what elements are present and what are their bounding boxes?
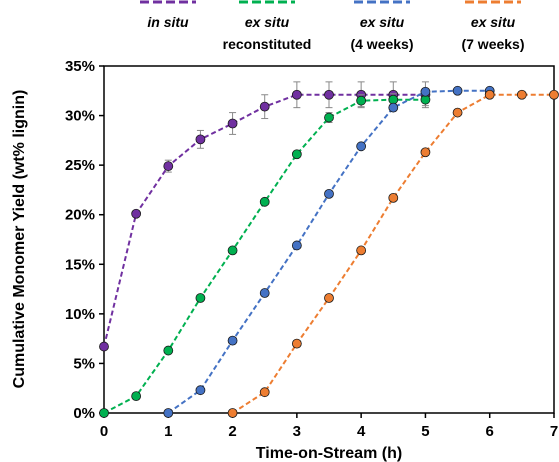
series-group — [99, 81, 559, 418]
legend-label-line2: (7 weeks) — [461, 36, 524, 52]
y-tick-label: 15% — [65, 256, 95, 273]
series-line — [103, 98, 426, 414]
data-point — [356, 95, 367, 106]
data-point — [516, 89, 527, 100]
series-2 — [163, 85, 495, 418]
y-tick-label: 5% — [73, 355, 95, 372]
legend-item-1: ex situ reconstituted — [223, 0, 312, 52]
data-point — [291, 240, 302, 251]
plot-frame — [103, 65, 555, 414]
y-tick-label: 20% — [65, 207, 95, 224]
data-point — [356, 245, 367, 256]
data-point — [163, 161, 174, 172]
x-tick-label: 0 — [100, 423, 108, 440]
data-point — [324, 89, 334, 100]
data-point — [131, 391, 142, 402]
data-point — [259, 387, 270, 398]
legend-label-line2: (4 weeks) — [350, 36, 413, 52]
data-point — [227, 118, 238, 129]
y-tick-label: 0% — [73, 405, 95, 422]
data-point — [259, 196, 270, 207]
legend-label: ex situ — [471, 14, 516, 30]
series-line — [103, 93, 426, 347]
y-axis: 0% 5% 10% 15% 20% 25% 30% 35% — [65, 58, 104, 422]
x-tick-label: 7 — [550, 423, 558, 440]
data-point — [99, 341, 109, 352]
data-point — [549, 89, 559, 100]
series-3 — [227, 89, 559, 418]
legend-label: ex situ — [245, 14, 290, 30]
x-tick-label: 3 — [293, 423, 301, 440]
x-tick-label: 5 — [421, 423, 429, 440]
legend-item-0: in situ — [140, 0, 196, 30]
y-axis-title: Cumulative Monomer Yield (wt% lignin) — [11, 90, 28, 389]
legend-label: ex situ — [360, 14, 405, 30]
data-point — [163, 345, 174, 356]
x-tick-label: 6 — [486, 423, 494, 440]
data-point — [388, 102, 399, 113]
data-point — [291, 89, 302, 100]
x-tick-label: 1 — [164, 423, 172, 440]
data-point — [291, 149, 302, 160]
data-point — [291, 338, 302, 349]
data-point — [99, 408, 109, 418]
legend-item-2: ex situ (4 weeks) — [350, 0, 414, 52]
data-point — [420, 147, 431, 158]
data-point — [259, 288, 270, 298]
data-point — [388, 192, 399, 203]
data-point — [452, 85, 463, 96]
data-point — [195, 385, 206, 396]
x-axis-title: Time-on-Stream (h) — [256, 445, 402, 462]
series-line — [232, 93, 554, 414]
data-point — [324, 112, 334, 123]
data-point — [356, 141, 367, 152]
data-point — [227, 245, 238, 256]
data-point — [324, 293, 334, 303]
y-tick-label: 30% — [65, 108, 95, 125]
legend-label: in situ — [147, 14, 189, 30]
data-point — [227, 335, 238, 346]
series-1 — [99, 93, 431, 418]
data-point — [420, 86, 431, 97]
y-tick-label: 25% — [65, 157, 95, 174]
y-tick-label: 35% — [65, 58, 95, 75]
legend-label-line2: reconstituted — [223, 36, 312, 52]
legend-item-3: ex situ (7 weeks) — [461, 0, 525, 52]
data-point — [484, 89, 495, 100]
data-point — [452, 107, 463, 118]
legend: in situ ex situ reconstituted ex situ (4 wee… — [140, 0, 525, 52]
x-tick-label: 2 — [228, 423, 236, 440]
data-point — [195, 293, 206, 303]
series-line — [167, 89, 490, 414]
data-point — [131, 208, 142, 219]
data-point — [227, 408, 238, 418]
data-point — [195, 134, 206, 145]
data-point — [163, 408, 174, 418]
data-point — [324, 188, 334, 199]
data-point — [259, 101, 270, 112]
y-tick-label: 10% — [65, 306, 95, 323]
x-tick-label: 4 — [357, 423, 366, 440]
